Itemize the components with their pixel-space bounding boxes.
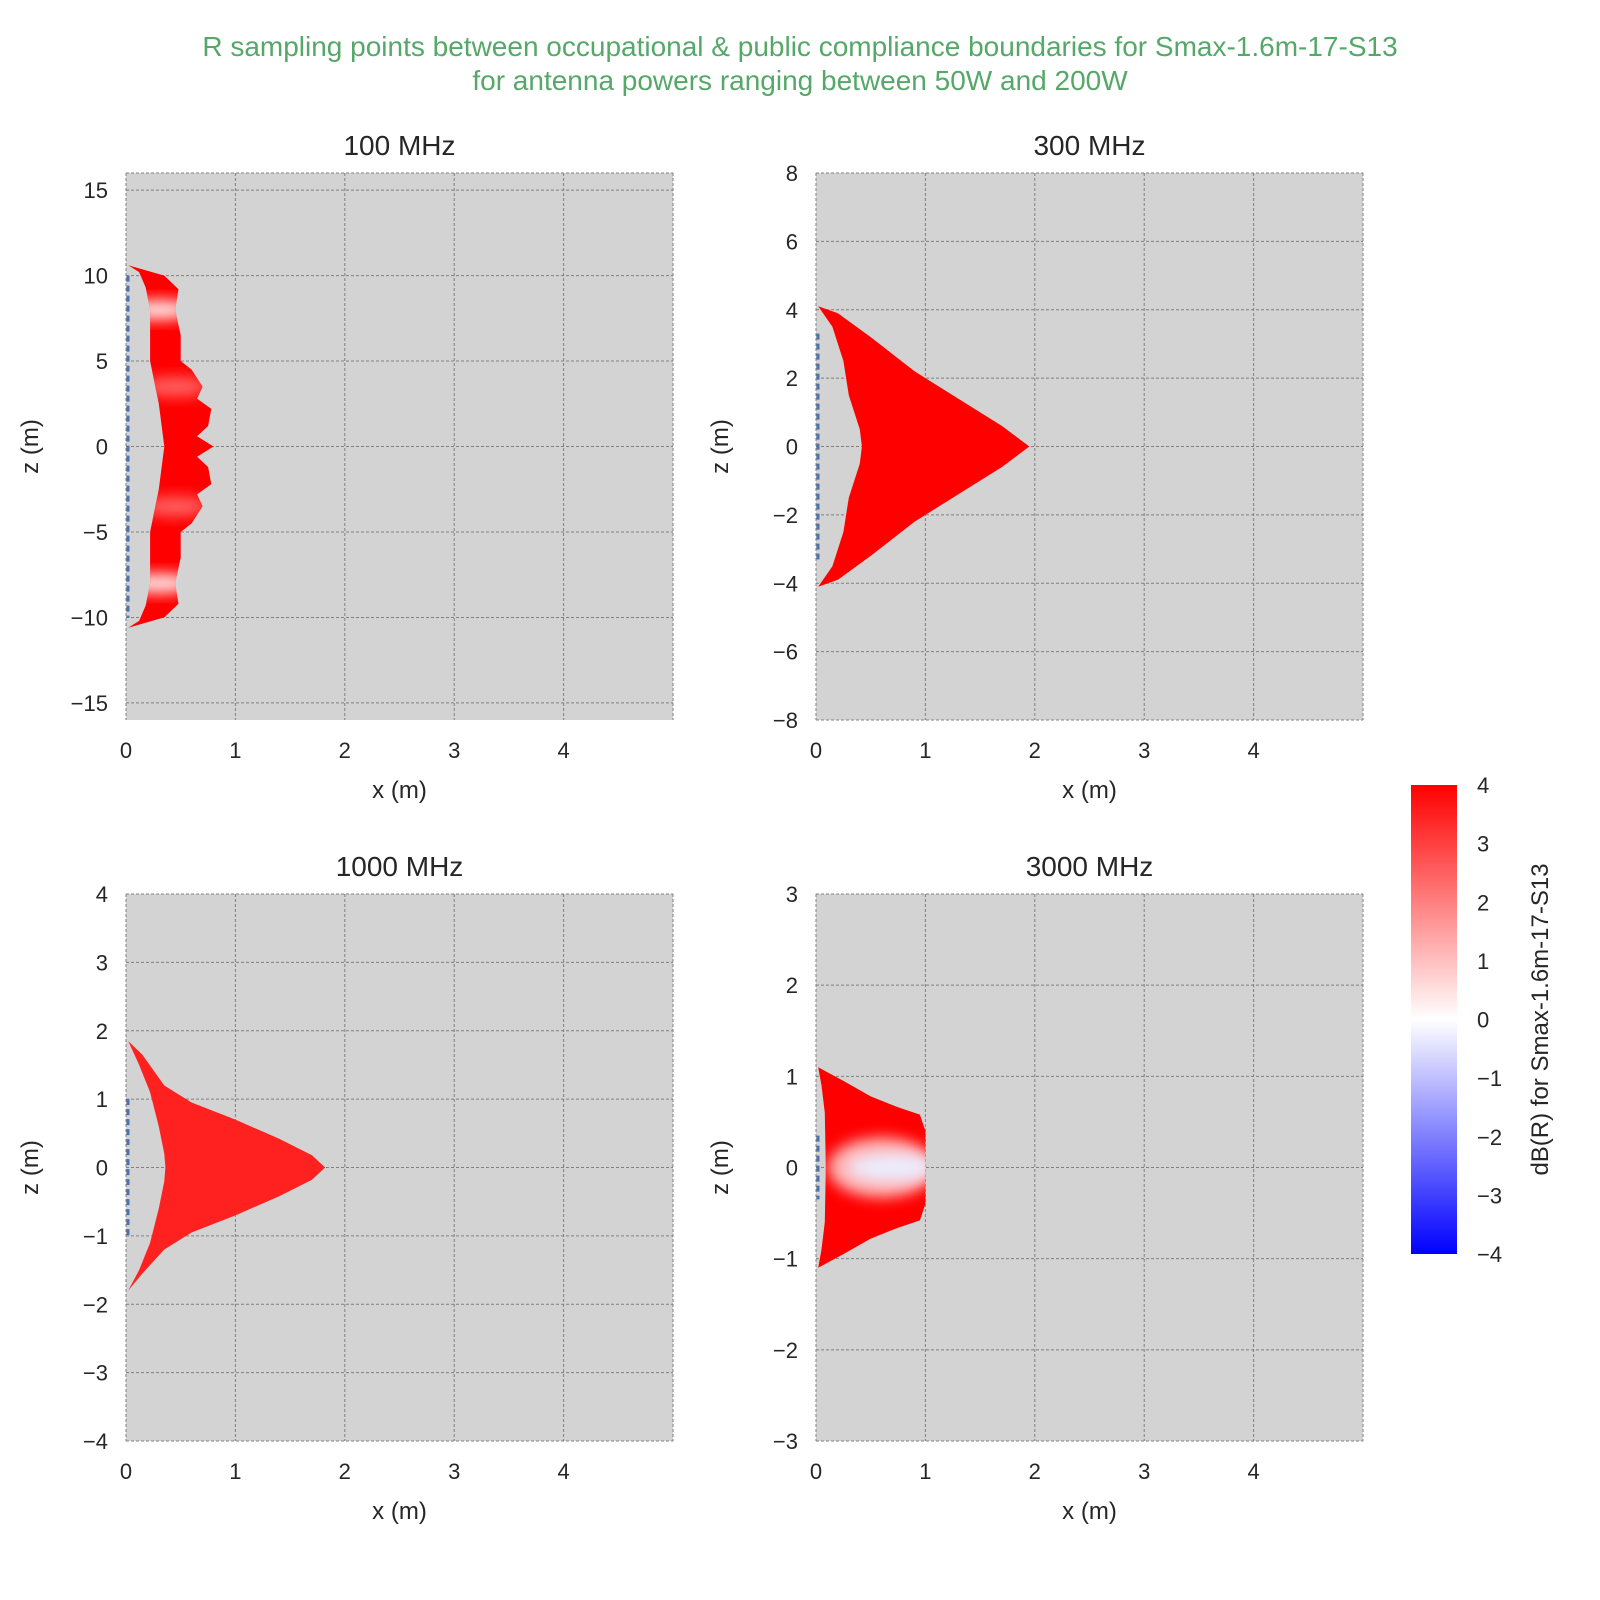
x-tick-label: 3: [448, 738, 460, 763]
figure-title: R sampling points between occupational &…: [0, 30, 1600, 98]
x-tick-label: 4: [1247, 1459, 1259, 1484]
x-axis-label: x (m): [1062, 777, 1117, 804]
y-tick-label: 0: [786, 1156, 798, 1181]
y-tick-label: 5: [96, 349, 108, 374]
grid-lines: [125, 172, 674, 720]
x-axis-label: x (m): [372, 777, 427, 804]
y-tick-label: 8: [786, 161, 798, 186]
x-tick-label: 1: [229, 1459, 241, 1484]
y-tick-label: 2: [786, 973, 798, 998]
y-axis-label: z (m): [707, 419, 734, 474]
y-tick-label: 6: [786, 229, 798, 254]
y-tick-label: −10: [71, 605, 108, 630]
y-axis-label: z (m): [17, 419, 44, 474]
y-tick-label: 2: [786, 366, 798, 391]
y-tick-label: 0: [96, 1156, 108, 1181]
x-tick-label: 2: [1029, 1459, 1041, 1484]
x-tick-label: 1: [919, 738, 931, 763]
x-tick-label: 3: [1138, 1459, 1150, 1484]
y-tick-label: −4: [773, 571, 798, 596]
colorbar-tick-label: 2: [1477, 890, 1489, 915]
colorbar-tick-label: 0: [1477, 1008, 1489, 1033]
y-tick-label: 2: [96, 1019, 108, 1044]
figure-title-line-1: R sampling points between occupational &…: [202, 31, 1398, 62]
sampling-region-group: [818, 306, 1030, 587]
subplot-title: 100 MHz: [343, 130, 455, 161]
x-axis-label: x (m): [372, 1498, 427, 1525]
y-tick-label: −15: [71, 691, 108, 716]
x-tick-label: 0: [120, 738, 132, 763]
y-tick-label: 10: [84, 264, 108, 289]
y-tick-label: −3: [83, 1361, 108, 1386]
y-tick-label: 0: [786, 435, 798, 460]
sampling-region: [128, 265, 214, 628]
y-axis-label: z (m): [707, 1140, 734, 1195]
subplot-2: 0 1 2 3 4 8 6 4 2 0 −2 −4 −6 −8 300 MHz x (m) z (m): [707, 130, 1364, 804]
subplot-title: 3000 MHz: [1026, 851, 1154, 882]
grid-lines: [125, 893, 674, 1442]
y-tick-label: 0: [96, 435, 108, 460]
colorbar-gradient: [1411, 785, 1457, 1254]
y-tick-label: −5: [83, 520, 108, 545]
colorbar-tick-label: 3: [1477, 832, 1489, 857]
y-tick-label: −1: [83, 1224, 108, 1249]
y-tick-label: −6: [773, 640, 798, 665]
subplot-1: 0 1 2 3 4 15 10 5 0 −5 −10 −15 100 MHz x (m) z (m): [17, 130, 674, 804]
x-tick-label: 2: [339, 1459, 351, 1484]
y-tick-label: 1: [786, 1064, 798, 1089]
x-tick-label: 3: [448, 1459, 460, 1484]
sampling-region-group: [818, 1067, 926, 1268]
colorbar-tick-label: 1: [1477, 949, 1489, 974]
y-tick-label: 4: [786, 298, 798, 323]
subplot-3: 0 1 2 3 4 4 3 2 1 0 −1 −2 −3 −4 1000 MHz x (m) z (m): [17, 851, 674, 1525]
colorbar-tick-label: −2: [1477, 1125, 1502, 1150]
low-dbr-zones: [827, 1137, 926, 1198]
sampling-region-group: [128, 1041, 326, 1291]
y-tick-label: 3: [786, 882, 798, 907]
y-tick-label: 4: [96, 882, 108, 907]
y-axis-label: z (m): [17, 1140, 44, 1195]
subplot-title: 300 MHz: [1033, 130, 1145, 161]
y-tick-label: 15: [84, 178, 108, 203]
colorbar-label: dB(R) for Smax-1.6m-17-S13: [1527, 863, 1554, 1175]
x-tick-label: 0: [810, 1459, 822, 1484]
low-dbr-zone: [141, 496, 210, 517]
y-tick-label: −2: [773, 503, 798, 528]
y-tick-label: −1: [773, 1247, 798, 1272]
y-tick-label: −3: [773, 1429, 798, 1454]
x-tick-label: 0: [120, 1459, 132, 1484]
grid-lines: [815, 172, 1364, 721]
x-tick-label: 1: [229, 738, 241, 763]
x-tick-label: 4: [1247, 738, 1259, 763]
y-tick-label: −8: [773, 708, 798, 733]
x-tick-label: 2: [339, 738, 351, 763]
colorbar-tick-label: −4: [1477, 1242, 1502, 1267]
x-tick-label: 3: [1138, 738, 1150, 763]
sampling-region: [128, 1041, 326, 1291]
sampling-region: [818, 306, 1030, 587]
low-dbr-zone: [847, 1153, 926, 1182]
y-tick-label: −2: [83, 1292, 108, 1317]
colorbar-tick-label: 4: [1477, 773, 1489, 798]
subplot-title: 1000 MHz: [336, 851, 464, 882]
x-tick-label: 1: [919, 1459, 931, 1484]
x-tick-label: 4: [557, 1459, 569, 1484]
figure-title-line-2: for antenna powers ranging between 50W a…: [472, 65, 1128, 96]
y-tick-label: −4: [83, 1429, 108, 1454]
y-tick-label: 3: [96, 950, 108, 975]
x-tick-label: 4: [557, 738, 569, 763]
subplot-4: 0 1 2 3 4 3 2 1 0 −1 −2 −3 3000 MHz x (m) z (m): [707, 851, 1364, 1525]
colorbar-tick-label: −3: [1477, 1183, 1502, 1208]
y-tick-label: 1: [96, 1087, 108, 1112]
colorbar: 4 3 2 1 0 −1 −2 −3 −4 dB(R) for Smax-1.6m-17-S13: [1411, 773, 1554, 1267]
x-axis-label: x (m): [1062, 1498, 1117, 1525]
colorbar-tick-label: −1: [1477, 1066, 1502, 1091]
x-tick-label: 2: [1029, 738, 1041, 763]
x-tick-label: 0: [810, 738, 822, 763]
y-tick-label: −2: [773, 1338, 798, 1363]
low-dbr-zone: [141, 376, 210, 397]
